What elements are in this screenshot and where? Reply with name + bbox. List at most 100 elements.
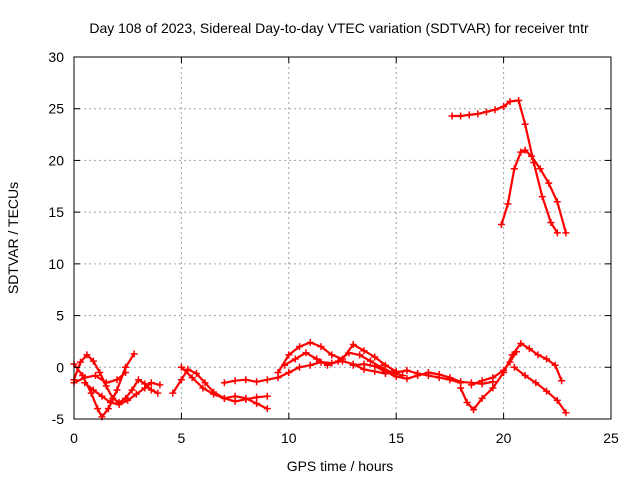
- data-point: [302, 349, 310, 357]
- data-point: [328, 351, 336, 359]
- data-point: [128, 386, 136, 394]
- y-tick-label: 0: [56, 359, 64, 375]
- data-point: [551, 361, 559, 369]
- data-point: [536, 165, 544, 173]
- x-tick-label: 5: [178, 430, 186, 446]
- data-point: [562, 229, 570, 237]
- data-point: [231, 392, 239, 400]
- data-point: [306, 361, 314, 369]
- data-point: [482, 108, 490, 116]
- data-point: [154, 389, 162, 397]
- series-track-f: [177, 363, 271, 413]
- series-track-m: [510, 363, 570, 417]
- data-point: [130, 350, 138, 358]
- data-point: [558, 377, 566, 385]
- data-point: [263, 405, 271, 413]
- data-point: [349, 341, 357, 349]
- data-point: [538, 193, 546, 201]
- data-point: [446, 374, 454, 382]
- data-point: [169, 389, 177, 397]
- y-tick-label: 30: [48, 49, 64, 65]
- data-point: [147, 379, 155, 387]
- y-axis-label: SDTVAR / TECUs: [5, 182, 21, 294]
- data-point: [231, 377, 239, 385]
- data-point: [147, 386, 155, 394]
- data-point: [521, 120, 529, 128]
- data-point: [323, 361, 331, 369]
- data-point: [113, 376, 121, 384]
- series-line: [277, 341, 398, 374]
- data-point: [517, 339, 525, 347]
- data-point: [184, 365, 192, 373]
- data-point: [392, 373, 400, 381]
- data-point: [435, 371, 443, 379]
- data-point: [543, 355, 551, 363]
- data-point: [381, 361, 389, 369]
- data-point: [553, 229, 561, 237]
- data-point: [474, 110, 482, 118]
- data-point: [124, 396, 132, 404]
- data-point: [296, 363, 304, 371]
- data-point: [177, 363, 185, 371]
- series-track-c: [81, 379, 164, 409]
- series-track-l: [467, 348, 520, 389]
- data-point: [199, 384, 207, 392]
- data-point: [562, 409, 570, 417]
- data-point: [521, 146, 529, 154]
- data-point: [253, 399, 261, 407]
- data-point: [89, 386, 97, 394]
- series-line: [83, 381, 161, 406]
- data-point: [547, 218, 555, 226]
- y-tick-label: 15: [48, 204, 64, 220]
- data-point: [96, 368, 104, 376]
- data-point: [134, 376, 142, 384]
- chart-title: Day 108 of 2023, Sidereal Day-to-day VTE…: [89, 20, 589, 36]
- y-tick-label: 25: [48, 101, 64, 117]
- data-point: [253, 393, 261, 401]
- data-point: [467, 381, 475, 389]
- data-point: [497, 221, 505, 229]
- series-track-h: [274, 338, 400, 376]
- y-tick-label: 10: [48, 256, 64, 272]
- series-track-n: [448, 96, 561, 237]
- data-point: [334, 357, 342, 365]
- data-point: [534, 351, 542, 359]
- data-point: [220, 379, 228, 387]
- data-point: [506, 97, 514, 105]
- data-point: [356, 351, 364, 359]
- data-point: [210, 390, 218, 398]
- data-point: [242, 394, 250, 402]
- data-point: [91, 372, 99, 380]
- data-point: [500, 366, 508, 374]
- series-track-o: [497, 146, 570, 237]
- series-line: [470, 350, 518, 386]
- x-tick-label: 25: [603, 430, 619, 446]
- y-tick-label: -5: [52, 411, 65, 427]
- data-point: [360, 347, 368, 355]
- data-point: [141, 384, 149, 392]
- y-tick-label: 20: [48, 152, 64, 168]
- data-point: [115, 401, 123, 409]
- plot-frame: [73, 56, 612, 420]
- x-tick-label: 0: [70, 430, 78, 446]
- y-tick-label: 5: [56, 308, 64, 324]
- series-line: [459, 342, 563, 411]
- x-axis-label: GPS time / hours: [287, 458, 394, 474]
- data-point: [465, 111, 473, 119]
- data-point: [532, 379, 540, 387]
- data-point: [113, 386, 121, 394]
- data-point: [156, 381, 164, 389]
- data-point: [414, 372, 422, 380]
- data-point: [457, 112, 465, 120]
- series-track-k: [457, 339, 566, 414]
- data-point: [457, 384, 465, 392]
- data-point: [489, 384, 497, 392]
- data-point: [83, 351, 91, 359]
- data-point: [553, 198, 561, 206]
- series-track-i: [281, 349, 407, 380]
- data-point: [545, 179, 553, 187]
- data-point: [94, 405, 102, 413]
- data-point: [366, 357, 374, 365]
- data-point: [510, 165, 518, 173]
- data-point: [381, 367, 389, 375]
